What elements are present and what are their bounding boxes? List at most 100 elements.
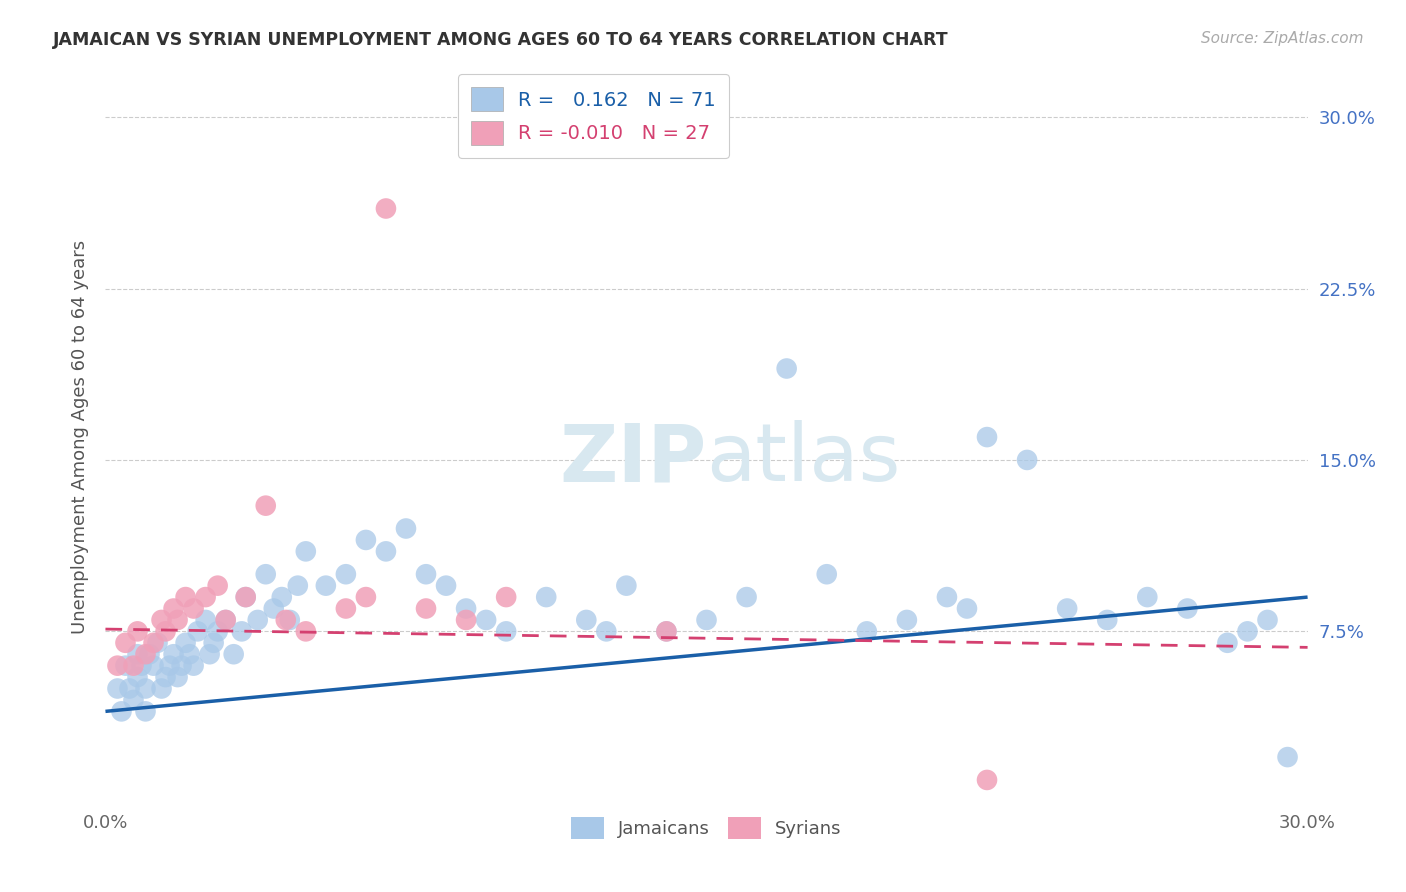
Point — [295, 624, 318, 639]
Point — [122, 693, 145, 707]
Point — [1277, 750, 1299, 764]
Point — [278, 613, 301, 627]
Point — [138, 647, 160, 661]
Point — [166, 613, 188, 627]
Point — [315, 579, 337, 593]
Point — [475, 613, 498, 627]
Point — [214, 613, 236, 627]
Point — [855, 624, 877, 639]
Point — [162, 601, 184, 615]
Point — [456, 601, 478, 615]
Y-axis label: Unemployment Among Ages 60 to 64 years: Unemployment Among Ages 60 to 64 years — [70, 240, 89, 634]
Point — [150, 613, 173, 627]
Point — [194, 590, 217, 604]
Point — [135, 681, 157, 696]
Point — [1017, 453, 1039, 467]
Point — [536, 590, 558, 604]
Point — [354, 590, 377, 604]
Point — [495, 590, 517, 604]
Point — [1136, 590, 1159, 604]
Point — [956, 601, 979, 615]
Point — [135, 705, 157, 719]
Point — [1236, 624, 1258, 639]
Point — [1216, 636, 1239, 650]
Point — [335, 567, 357, 582]
Point — [263, 601, 285, 615]
Point — [159, 658, 181, 673]
Point — [114, 658, 136, 673]
Point — [575, 613, 598, 627]
Point — [295, 544, 318, 558]
Point — [896, 613, 918, 627]
Text: atlas: atlas — [707, 420, 901, 498]
Point — [1097, 613, 1119, 627]
Point — [287, 579, 309, 593]
Point — [1257, 613, 1279, 627]
Point — [174, 590, 197, 604]
Point — [142, 636, 165, 650]
Point — [274, 613, 297, 627]
Point — [127, 670, 149, 684]
Point — [815, 567, 838, 582]
Point — [495, 624, 517, 639]
Point — [235, 590, 257, 604]
Text: ZIP: ZIP — [560, 420, 707, 498]
Text: JAMAICAN VS SYRIAN UNEMPLOYMENT AMONG AGES 60 TO 64 YEARS CORRELATION CHART: JAMAICAN VS SYRIAN UNEMPLOYMENT AMONG AG… — [53, 31, 949, 49]
Point — [335, 601, 357, 615]
Point — [655, 624, 678, 639]
Text: Source: ZipAtlas.com: Source: ZipAtlas.com — [1201, 31, 1364, 46]
Point — [434, 579, 457, 593]
Point — [655, 624, 678, 639]
Point — [110, 705, 132, 719]
Point — [976, 430, 998, 444]
Point — [183, 601, 205, 615]
Point — [118, 681, 141, 696]
Point — [222, 647, 245, 661]
Point — [135, 647, 157, 661]
Point — [375, 544, 398, 558]
Point — [395, 521, 418, 535]
Point — [207, 624, 229, 639]
Point — [131, 658, 153, 673]
Point — [146, 636, 169, 650]
Point — [107, 658, 129, 673]
Point — [235, 590, 257, 604]
Point — [187, 624, 209, 639]
Point — [127, 647, 149, 661]
Point — [415, 601, 437, 615]
Point — [735, 590, 758, 604]
Point — [595, 624, 617, 639]
Point — [170, 658, 193, 673]
Point — [696, 613, 718, 627]
Point — [936, 590, 959, 604]
Point — [183, 658, 205, 673]
Point — [202, 636, 225, 650]
Point — [456, 613, 478, 627]
Point — [142, 658, 165, 673]
Point — [207, 579, 229, 593]
Point — [354, 533, 377, 547]
Point — [415, 567, 437, 582]
Point — [246, 613, 269, 627]
Point — [254, 499, 277, 513]
Point — [231, 624, 253, 639]
Point — [194, 613, 217, 627]
Point — [166, 670, 188, 684]
Point — [155, 670, 177, 684]
Point — [375, 202, 398, 216]
Point — [198, 647, 221, 661]
Point — [776, 361, 799, 376]
Point — [179, 647, 201, 661]
Point — [616, 579, 638, 593]
Legend: Jamaicans, Syrians: Jamaicans, Syrians — [564, 810, 849, 847]
Point — [107, 681, 129, 696]
Point — [127, 624, 149, 639]
Point — [214, 613, 236, 627]
Point — [1056, 601, 1078, 615]
Point — [162, 647, 184, 661]
Point — [270, 590, 292, 604]
Point — [122, 658, 145, 673]
Point — [114, 636, 136, 650]
Point — [254, 567, 277, 582]
Point — [976, 772, 998, 787]
